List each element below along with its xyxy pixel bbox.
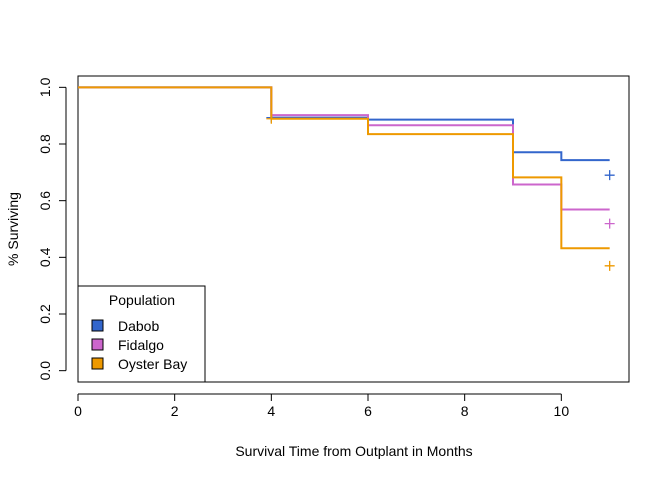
plot-frame: [77, 75, 630, 383]
y-axis: 0.0 0.2 0.4 0.6 0.8 1.0: [37, 77, 67, 381]
y-tick-label: 0.8: [37, 134, 53, 154]
x-tick-label: 10: [554, 403, 570, 419]
y-tick-label: 0.0: [37, 361, 53, 381]
series-layer: [78, 86, 615, 271]
y-tick-label: 1.0: [37, 77, 53, 97]
legend-entries: Dabob Fidalgo Oyster Bay: [91, 318, 187, 372]
legend-swatch-dabob: [91, 319, 104, 332]
y-tick-label: 0.6: [37, 191, 53, 211]
legend-title: Population: [109, 292, 175, 308]
y-tick-label: 0.4: [37, 247, 53, 267]
series-line-fidalgo: [78, 86, 610, 211]
y-axis-label: % Surviving: [5, 192, 21, 266]
legend-swatch-oyster-bay: [91, 357, 104, 370]
y-tick-label: 0.2: [37, 304, 53, 324]
series-line-dabob: [78, 86, 610, 162]
censor-mark-dabob: [604, 170, 615, 181]
legend-label-dabob: Dabob: [118, 318, 159, 334]
legend-label-fidalgo: Fidalgo: [118, 337, 164, 353]
x-tick-label: 0: [74, 403, 82, 419]
legend: Population Dabob Fidalgo Oyster Bay: [77, 285, 206, 383]
series-line-oyster-bay: [78, 86, 610, 250]
x-axis: 0 2 4 6 8 10: [74, 393, 570, 419]
x-tick-label: 4: [267, 403, 275, 419]
x-axis-label: Survival Time from Outplant in Months: [235, 443, 472, 459]
x-tick-label: 6: [364, 403, 372, 419]
censor-mark-fidalgo: [604, 218, 615, 229]
x-tick-label: 8: [461, 403, 469, 419]
legend-label-oyster-bay: Oyster Bay: [118, 356, 187, 372]
censor-mark-oyster-bay: [604, 260, 615, 271]
censor-mark-oyster-bay: [266, 113, 277, 124]
x-tick-label: 2: [171, 403, 179, 419]
legend-swatch-fidalgo: [91, 338, 104, 351]
